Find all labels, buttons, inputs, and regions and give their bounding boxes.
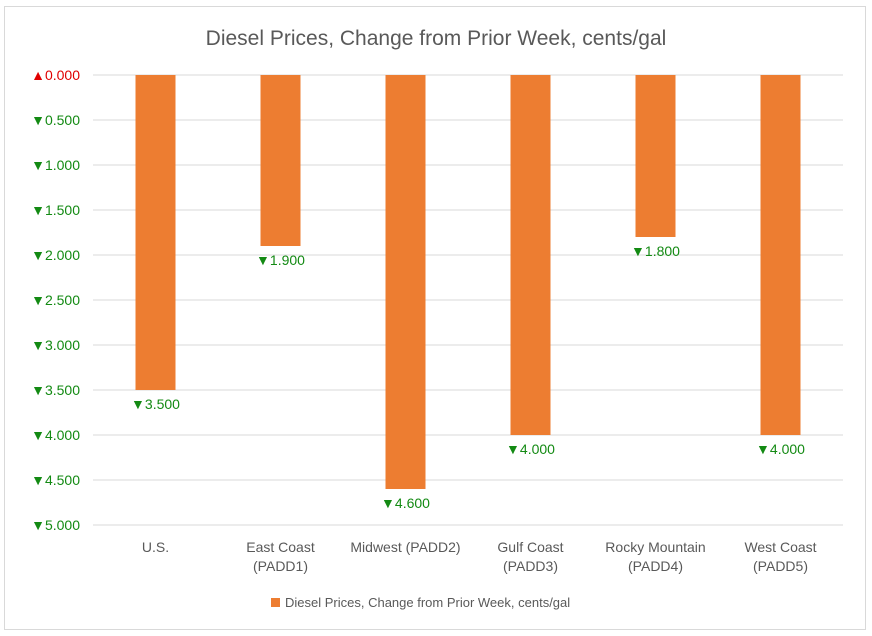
y-tick-label: ▼1.000 — [31, 157, 80, 173]
y-tick-label: ▼4.500 — [31, 472, 80, 488]
bar-series — [135, 75, 801, 489]
x-tick-label: Midwest (PADD2) — [350, 539, 460, 555]
y-tick-label: ▼1.500 — [31, 202, 80, 218]
y-tick-label: ▼5.000 — [31, 517, 80, 533]
bar — [760, 75, 801, 435]
y-tick-label: ▼2.000 — [31, 247, 80, 263]
bar — [635, 75, 676, 237]
x-tick-label: West Coast — [744, 539, 816, 555]
x-tick-label: U.S. — [142, 539, 169, 555]
gridlines — [93, 74, 843, 526]
data-label: ▼4.600 — [381, 495, 430, 511]
x-tick-label: East Coast — [246, 539, 315, 555]
legend-swatch — [271, 598, 280, 607]
x-tick-label: (PADD3) — [503, 558, 558, 574]
y-tick-label: ▼4.000 — [31, 427, 80, 443]
x-tick-label: (PADD5) — [753, 558, 808, 574]
y-tick-label: ▼2.500 — [31, 292, 80, 308]
legend-label: Diesel Prices, Change from Prior Week, c… — [285, 595, 570, 610]
data-label: ▼4.000 — [756, 441, 805, 457]
x-tick-label: (PADD4) — [628, 558, 683, 574]
x-axis-tick-labels: U.S. East Coast (PADD1) Midwest (PADD2) Gulf… — [142, 539, 817, 574]
bar — [510, 75, 551, 435]
x-tick-label: Gulf Coast — [497, 539, 563, 555]
y-tick-label: ▼3.000 — [31, 337, 80, 353]
bar — [135, 75, 176, 390]
data-label: ▼1.800 — [631, 243, 680, 259]
chart-title: Diesel Prices, Change from Prior Week, c… — [206, 27, 667, 50]
y-axis-tick-labels: ▲0.000 ▼0.500 ▼1.000 ▼1.500 ▼2.000 ▼2.500 ▼3.0… — [31, 67, 80, 533]
y-tick-label: ▲0.000 — [31, 67, 80, 83]
bar — [260, 75, 301, 246]
bar — [385, 75, 426, 489]
x-tick-label: (PADD1) — [253, 558, 308, 574]
data-label: ▼1.900 — [256, 252, 305, 268]
y-tick-label: ▼0.500 — [31, 112, 80, 128]
data-label: ▼4.000 — [506, 441, 555, 457]
x-tick-label: Rocky Mountain — [605, 539, 705, 555]
y-tick-label: ▼3.500 — [31, 382, 80, 398]
data-label: ▼3.500 — [131, 396, 180, 412]
legend: Diesel Prices, Change from Prior Week, c… — [271, 595, 570, 610]
data-labels: ▼3.500 ▼1.900 ▼4.600 ▼4.000 ▼1.800 ▼4.000 — [131, 243, 805, 511]
